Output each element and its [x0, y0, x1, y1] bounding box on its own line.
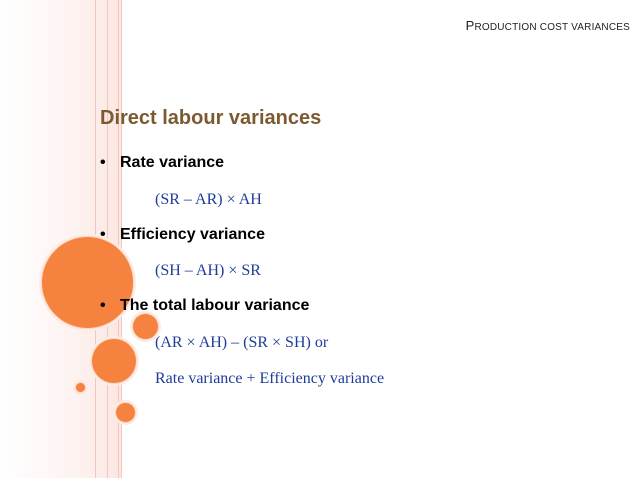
- decor-circle-small: [133, 314, 158, 339]
- decor-circle-medium: [92, 339, 136, 383]
- header-initial: P: [465, 18, 475, 33]
- bullet-efficiency-variance: • Efficiency variance: [100, 226, 265, 244]
- bullet-label: Rate variance: [120, 154, 225, 171]
- bullet-label: The total labour variance: [120, 297, 310, 314]
- decor-line: [121, 0, 122, 478]
- formula-efficiency-variance: (SH – AH) × SR: [155, 262, 261, 279]
- slide-title: Direct labour variances: [100, 107, 322, 129]
- decor-circle-large: [42, 237, 133, 328]
- decor-line: [118, 0, 119, 478]
- bullet-total-labour-variance: • The total labour variance: [100, 297, 309, 315]
- bullet-dot: •: [100, 154, 106, 171]
- formula-rate-variance: (SR – AR) × AH: [155, 191, 262, 208]
- formula-total-variance-alt: Rate variance + Efficiency variance: [155, 370, 385, 387]
- bullet-label: Efficiency variance: [120, 226, 265, 243]
- bullet-dot: •: [100, 226, 106, 243]
- decor-circle-tiny: [76, 383, 85, 392]
- decor-line: [107, 0, 108, 478]
- formula-total-variance: (AR × AH) – (SR × SH) or: [155, 334, 329, 351]
- slide-header: PRODUCTION COST VARIANCES: [466, 18, 630, 33]
- bullet-dot: •: [100, 297, 106, 314]
- header-rest: RODUCTION COST VARIANCES: [474, 22, 630, 33]
- bullet-rate-variance: • Rate variance: [100, 154, 224, 172]
- decor-circle-small: [116, 403, 135, 422]
